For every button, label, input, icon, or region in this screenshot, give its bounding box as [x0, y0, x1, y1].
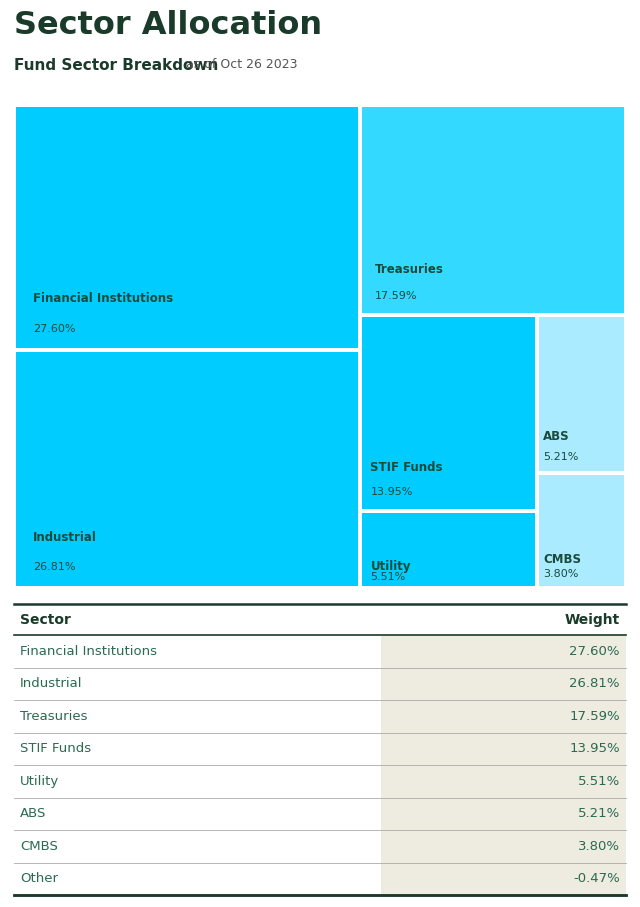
- Text: 27.60%: 27.60%: [33, 324, 76, 334]
- Text: ABS: ABS: [543, 430, 570, 444]
- Text: 13.95%: 13.95%: [569, 743, 620, 756]
- Text: 17.59%: 17.59%: [569, 710, 620, 723]
- Text: CMBS: CMBS: [20, 840, 58, 853]
- Text: 3.80%: 3.80%: [578, 840, 620, 853]
- Bar: [381, 863, 626, 895]
- Text: Other: Other: [20, 873, 58, 885]
- Text: STIF Funds: STIF Funds: [20, 743, 92, 756]
- Text: 5.51%: 5.51%: [371, 571, 406, 581]
- Bar: [381, 700, 626, 733]
- Text: Treasuries: Treasuries: [20, 710, 88, 723]
- Text: Sector: Sector: [20, 612, 71, 627]
- Bar: [381, 766, 626, 797]
- Text: STIF Funds: STIF Funds: [371, 462, 443, 474]
- Text: 26.81%: 26.81%: [570, 678, 620, 690]
- Text: ABS: ABS: [20, 807, 47, 820]
- Text: Treasuries: Treasuries: [375, 263, 444, 276]
- Text: Financial Institutions: Financial Institutions: [33, 292, 173, 305]
- Text: as of Oct 26 2023: as of Oct 26 2023: [186, 58, 298, 71]
- Text: -0.47%: -0.47%: [573, 873, 620, 885]
- Text: Industrial: Industrial: [33, 531, 97, 544]
- Text: CMBS: CMBS: [543, 553, 581, 566]
- Bar: [381, 733, 626, 766]
- Text: 3.80%: 3.80%: [543, 570, 579, 580]
- Text: 13.95%: 13.95%: [371, 487, 413, 497]
- Text: Industrial: Industrial: [20, 678, 83, 690]
- Bar: [381, 635, 626, 668]
- Text: 5.51%: 5.51%: [578, 775, 620, 788]
- Text: 5.21%: 5.21%: [578, 807, 620, 820]
- Text: Fund Sector Breakdown: Fund Sector Breakdown: [14, 58, 218, 73]
- Text: 5.21%: 5.21%: [543, 452, 579, 462]
- Bar: [381, 668, 626, 700]
- Text: 26.81%: 26.81%: [33, 562, 76, 572]
- Text: Financial Institutions: Financial Institutions: [20, 645, 157, 658]
- Text: 17.59%: 17.59%: [375, 291, 417, 301]
- Bar: [381, 830, 626, 863]
- Text: Sector Allocation: Sector Allocation: [14, 10, 322, 41]
- Text: 27.60%: 27.60%: [570, 645, 620, 658]
- Text: Utility: Utility: [371, 560, 411, 573]
- Text: Utility: Utility: [20, 775, 60, 788]
- Text: Weight: Weight: [564, 612, 620, 627]
- Bar: [381, 797, 626, 830]
